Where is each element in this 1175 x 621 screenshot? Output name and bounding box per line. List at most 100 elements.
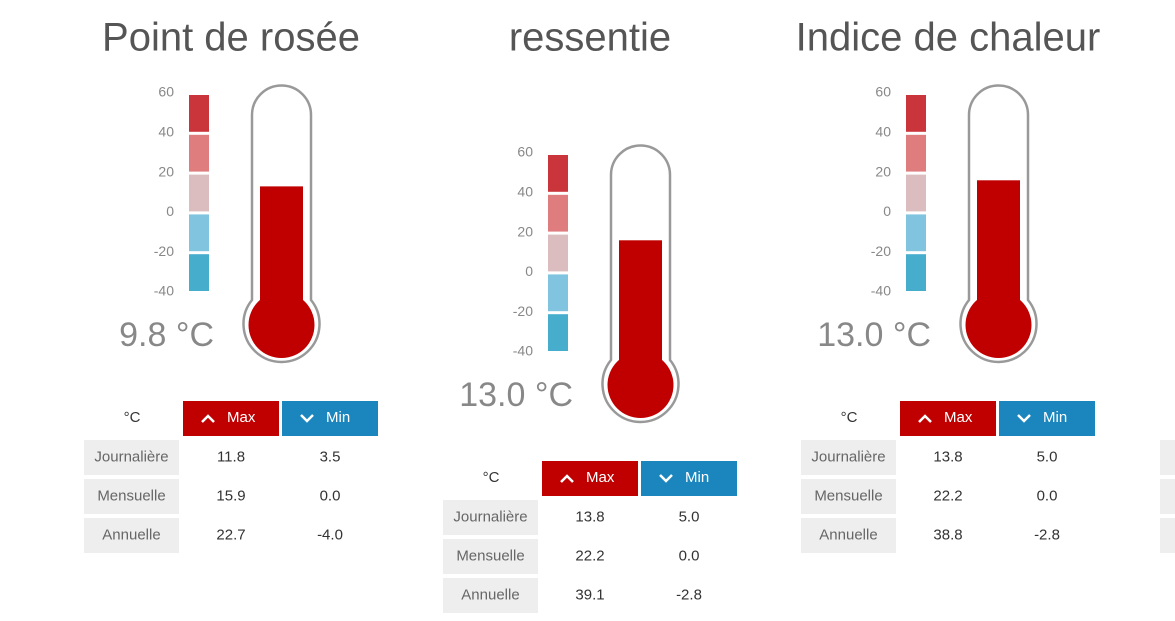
row-label-bg — [801, 518, 896, 553]
scale-band — [548, 234, 568, 272]
max-header — [900, 401, 996, 436]
cut-cell — [1160, 440, 1175, 475]
scale-band — [189, 254, 209, 291]
reading-value: 9.8 — [119, 316, 166, 354]
chevron-icon — [659, 474, 673, 483]
scale-band — [548, 155, 568, 192]
scale-tick-label: -20 — [871, 243, 891, 259]
row-label: Annuelle — [102, 526, 160, 543]
table-unit: °C — [124, 409, 141, 426]
scale-tick-label: 40 — [158, 124, 174, 140]
scale-tick-label: 60 — [158, 84, 174, 100]
reading: 13.0 °C — [817, 316, 931, 354]
row-label-bg — [84, 479, 179, 514]
max-value: 39.1 — [575, 586, 604, 603]
row-label: Mensuelle — [456, 547, 524, 564]
row-label: Journalière — [94, 448, 168, 465]
min-value: -4.0 — [317, 526, 343, 543]
max-value: 22.7 — [216, 526, 245, 543]
max-header — [183, 401, 279, 436]
row-label-bg — [84, 440, 179, 475]
min-header — [641, 461, 737, 496]
reading: 9.8 °C — [119, 316, 214, 354]
scale-tick-label: 20 — [517, 223, 533, 239]
table-unit: °C — [841, 409, 858, 426]
scale-tick-label: 20 — [158, 163, 174, 179]
scale-tick-label: 40 — [875, 124, 891, 140]
scale-band — [189, 174, 209, 212]
scale-band — [906, 134, 926, 172]
scale-tick-label: 20 — [875, 163, 891, 179]
title: ressentie — [509, 16, 671, 60]
thermometer-bulb — [248, 292, 315, 358]
row-label-bg — [443, 539, 538, 574]
row-label: Journalière — [811, 448, 885, 465]
chevron-icon — [300, 414, 314, 423]
scale-tick-label: 0 — [166, 203, 174, 219]
thermometer-bulb — [607, 352, 674, 418]
header-label: Max — [586, 469, 615, 486]
reading-unit: °C — [893, 316, 931, 354]
row-label: Mensuelle — [814, 487, 882, 504]
scale-band — [548, 274, 568, 312]
reading-value: 13.0 — [817, 316, 883, 354]
row-label-bg — [443, 500, 538, 535]
header-label: Max — [227, 409, 256, 426]
min-value: 3.5 — [320, 448, 341, 465]
scale-band — [906, 254, 926, 291]
row-label-bg — [84, 518, 179, 553]
header-label: Min — [326, 409, 350, 426]
scale-tick-label: 0 — [883, 203, 891, 219]
header-label: Max — [944, 409, 973, 426]
row-label: Mensuelle — [97, 487, 165, 504]
max-value: 22.2 — [575, 547, 604, 564]
cut-cell — [1160, 518, 1175, 553]
chevron-icon — [560, 474, 574, 483]
min-value: 0.0 — [320, 487, 341, 504]
max-value: 13.8 — [575, 508, 604, 525]
title: Point de rosée — [102, 16, 360, 60]
max-header — [542, 461, 638, 496]
scale-tick-label: 60 — [517, 144, 533, 160]
reading-unit: °C — [535, 376, 573, 414]
row-label: Annuelle — [461, 586, 519, 603]
min-header — [282, 401, 378, 436]
scale-band — [189, 214, 209, 252]
max-value: 11.8 — [217, 448, 245, 465]
scale-band — [548, 194, 568, 232]
scale-tick-label: -20 — [513, 303, 533, 319]
scale-band — [906, 95, 926, 132]
min-value: 5.0 — [1037, 448, 1058, 465]
scale-tick-label: -40 — [154, 283, 174, 299]
scale-tick-label: 40 — [517, 184, 533, 200]
scale-band — [906, 214, 926, 252]
min-value: 5.0 — [679, 508, 700, 525]
table-unit: °C — [483, 469, 500, 486]
scale-band — [548, 314, 568, 351]
max-value: 15.9 — [216, 487, 245, 504]
reading-value: 13.0 — [459, 376, 525, 414]
row-label-bg — [801, 479, 896, 514]
scale-band — [189, 95, 209, 132]
scale-band — [189, 134, 209, 172]
scale-band — [906, 174, 926, 212]
scale-tick-label: -40 — [871, 283, 891, 299]
reading-unit: °C — [176, 316, 214, 354]
title: Indice de chaleur — [796, 16, 1101, 60]
max-value: 38.8 — [933, 526, 962, 543]
min-value: 0.0 — [1037, 487, 1058, 504]
chevron-icon — [201, 414, 215, 423]
row-label-bg — [801, 440, 896, 475]
row-label: Journalière — [453, 508, 527, 525]
header-label: Min — [1043, 409, 1067, 426]
min-value: -2.8 — [676, 586, 702, 603]
cut-cell — [1160, 479, 1175, 514]
header-label: Min — [685, 469, 709, 486]
chevron-icon — [1017, 414, 1031, 423]
scale-tick-label: 60 — [875, 84, 891, 100]
thermometer-bulb — [965, 292, 1032, 358]
scale-tick-label: -40 — [513, 343, 533, 359]
